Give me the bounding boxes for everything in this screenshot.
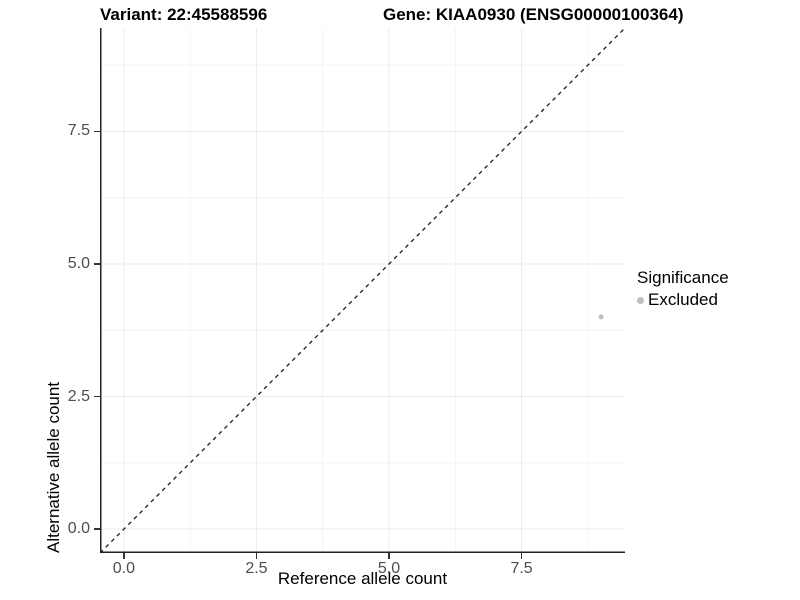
legend: Significance Excluded <box>637 268 729 310</box>
y-axis-title: Alternative allele count <box>44 381 63 553</box>
x-tick-label: 0.0 <box>112 560 135 577</box>
x-tick-mark <box>388 553 390 559</box>
y-tick-mark <box>94 395 100 398</box>
data-point <box>598 314 604 320</box>
y-tick-label: 5.0 <box>67 254 90 272</box>
y-tick-label: 2.5 <box>67 387 90 405</box>
x-tick-label: 7.5 <box>510 560 533 577</box>
y-tick-label: 0.0 <box>67 520 90 538</box>
x-tick-label: 2.5 <box>245 560 268 577</box>
plot-title-gene: Gene: KIAA0930 (ENSG00000100364) <box>383 5 684 24</box>
legend-item-label: Excluded <box>648 290 718 309</box>
x-tick-mark <box>123 553 125 559</box>
legend-item: Excluded <box>637 290 729 310</box>
x-tick-mark <box>520 553 523 559</box>
legend-key-dot-icon <box>637 296 644 304</box>
plot-title-variant: Variant: 22:45588596 <box>100 5 268 24</box>
x-tick-label: 5.0 <box>377 560 401 577</box>
y-tick-mark <box>94 263 100 265</box>
y-tick-mark <box>94 528 100 530</box>
x-axis-title: Reference allele count <box>277 569 448 588</box>
legend-title: Significance <box>637 268 729 287</box>
plot-canvas <box>100 28 625 553</box>
plot-panel <box>100 28 625 553</box>
legend-items: Excluded <box>637 290 729 310</box>
y-tick-label: 7.5 <box>67 122 90 140</box>
x-tick-mark <box>255 553 258 559</box>
y-tick-mark <box>94 130 100 133</box>
